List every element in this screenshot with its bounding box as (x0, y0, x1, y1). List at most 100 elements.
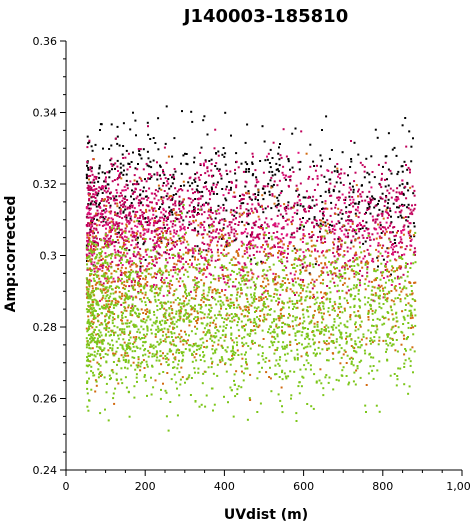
data-point (278, 364, 281, 367)
data-point (213, 288, 216, 291)
data-point (340, 305, 343, 308)
data-point (357, 224, 360, 227)
data-point (86, 365, 89, 368)
data-point (152, 260, 155, 263)
data-point (222, 248, 225, 251)
data-point (121, 217, 124, 220)
data-point (268, 346, 271, 349)
data-point (377, 202, 379, 205)
data-point (122, 203, 125, 206)
data-point (150, 231, 153, 234)
data-point (165, 232, 168, 235)
data-point (194, 177, 197, 180)
data-point (139, 209, 142, 212)
data-point (153, 222, 156, 225)
data-point (193, 178, 196, 181)
data-point (170, 239, 173, 242)
data-point (254, 193, 256, 196)
data-point (217, 154, 220, 157)
data-point (165, 184, 168, 187)
data-point (89, 341, 92, 344)
data-point (224, 333, 227, 336)
data-point (362, 333, 365, 336)
data-point (127, 306, 130, 309)
data-point (94, 197, 97, 199)
data-point (160, 270, 163, 273)
data-point (180, 237, 183, 239)
data-point (243, 211, 245, 214)
data-point (105, 243, 108, 246)
data-point (183, 226, 186, 228)
data-point (252, 211, 255, 214)
data-point (344, 277, 347, 280)
data-point (290, 349, 293, 352)
data-point (325, 343, 328, 346)
data-point (174, 170, 177, 173)
data-point (127, 220, 130, 223)
data-point (218, 292, 221, 294)
data-point (164, 265, 167, 267)
data-point (183, 238, 186, 241)
data-point (120, 228, 123, 231)
data-point (357, 195, 359, 198)
data-point (262, 187, 265, 190)
data-point (152, 249, 155, 252)
data-point (166, 261, 169, 264)
data-point (252, 273, 255, 276)
data-point (400, 238, 403, 241)
data-point (247, 345, 250, 347)
data-point (254, 283, 257, 286)
data-point (209, 215, 212, 218)
data-point (340, 209, 343, 212)
data-point (172, 256, 175, 259)
data-point (277, 222, 280, 225)
data-point (96, 214, 99, 217)
data-point (413, 189, 416, 192)
data-point (203, 220, 206, 223)
data-point (369, 304, 372, 307)
data-point (160, 388, 162, 391)
data-point (277, 362, 280, 365)
data-point (309, 262, 312, 265)
data-point (86, 245, 89, 248)
data-point (299, 223, 302, 226)
data-point (271, 185, 274, 188)
data-point (144, 258, 147, 261)
data-point (113, 179, 116, 181)
data-point (282, 237, 285, 240)
data-point (358, 340, 361, 343)
data-point (90, 388, 93, 391)
data-point (123, 239, 125, 242)
data-point (293, 358, 296, 361)
data-point (117, 280, 119, 283)
data-point (387, 202, 389, 205)
data-point (281, 283, 284, 286)
data-point (368, 207, 371, 210)
data-point (395, 330, 397, 333)
data-point (350, 360, 353, 363)
data-point (154, 189, 157, 192)
data-point (150, 393, 153, 396)
data-point (357, 336, 360, 339)
data-point (107, 198, 110, 201)
data-point (106, 234, 109, 237)
data-point (105, 210, 108, 213)
data-point (107, 419, 110, 422)
data-point (303, 320, 306, 323)
data-point (112, 227, 115, 230)
data-point (139, 223, 141, 226)
data-point (256, 210, 259, 213)
data-point (241, 345, 244, 348)
data-point (145, 190, 148, 193)
data-point (410, 145, 413, 148)
data-point (378, 318, 381, 321)
data-point (205, 253, 208, 256)
data-point (224, 219, 227, 222)
data-point (281, 322, 284, 324)
data-point (213, 403, 216, 406)
data-point (190, 222, 193, 225)
data-point (89, 248, 92, 250)
data-point (97, 363, 100, 366)
data-point (87, 216, 90, 219)
data-point (155, 194, 158, 197)
